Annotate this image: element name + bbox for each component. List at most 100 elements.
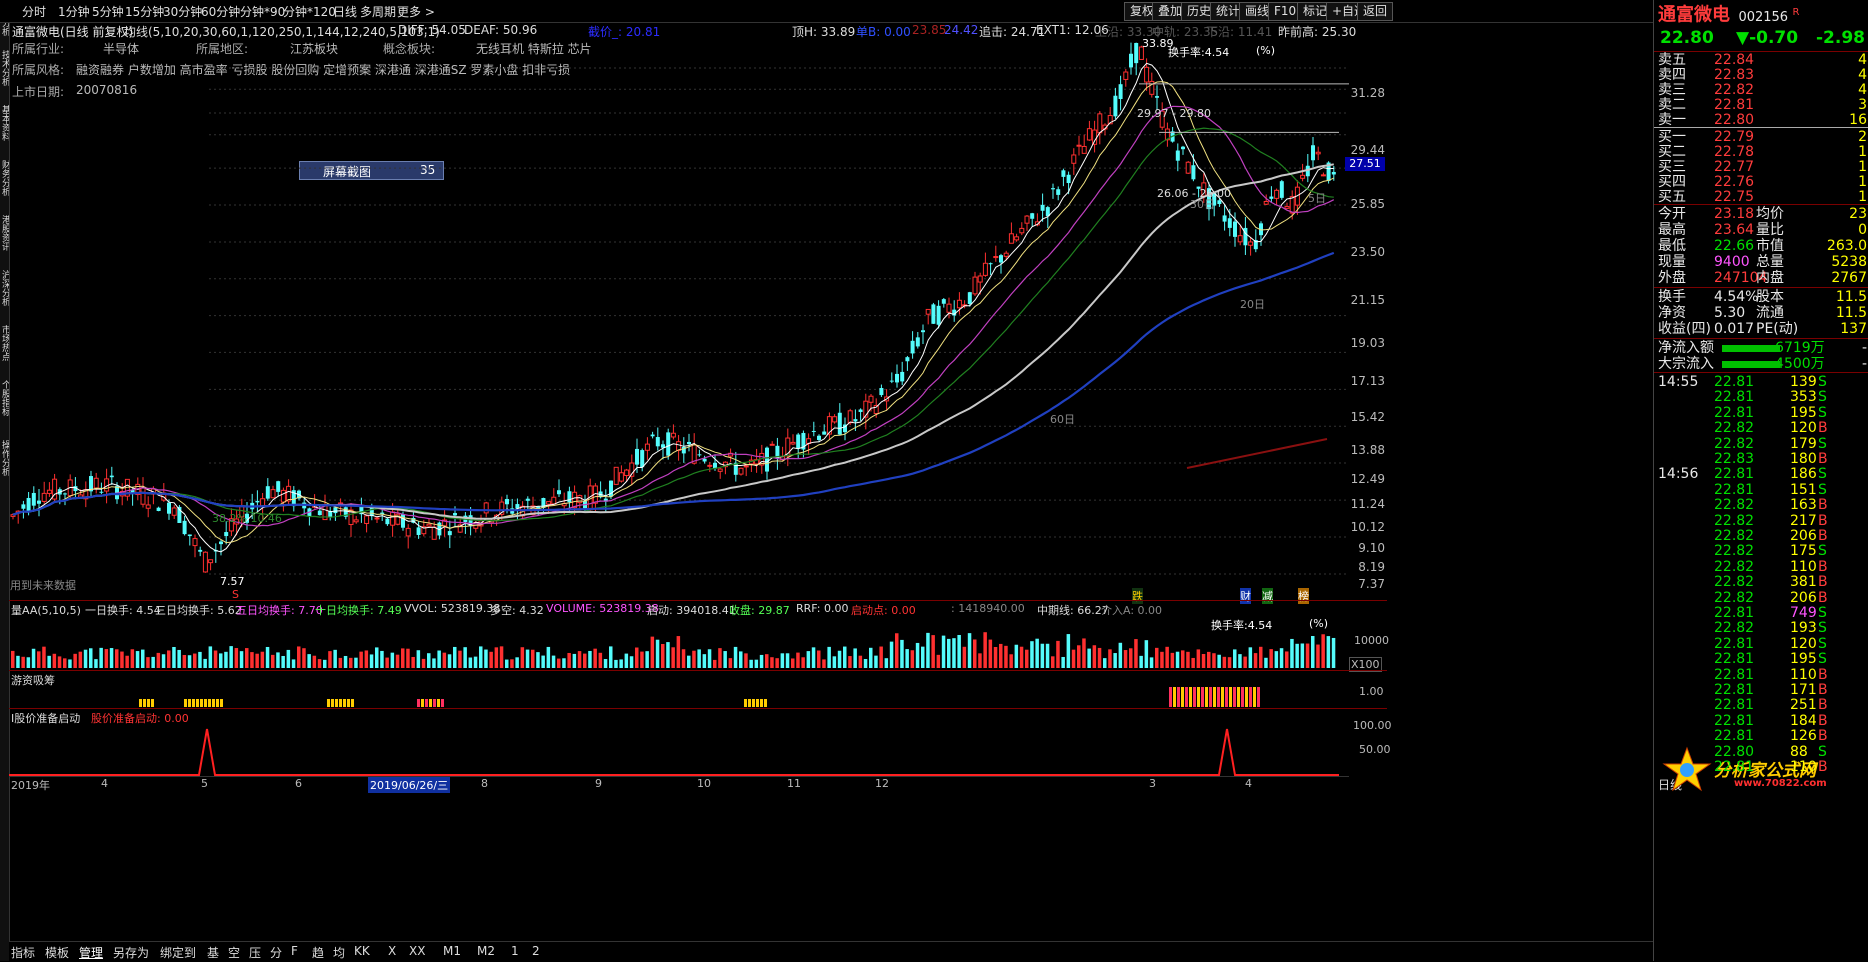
candle-body xyxy=(333,507,338,514)
period-multi[interactable]: 多周期 xyxy=(360,5,397,19)
tick-row: 22.81 195 S xyxy=(1658,405,1868,422)
volume-bar xyxy=(380,650,384,668)
candle-body xyxy=(21,504,26,509)
period-5min[interactable]: 5分钟 xyxy=(92,5,124,19)
overlay-button[interactable]: 叠加 xyxy=(1152,2,1189,21)
bottom-btn-0[interactable]: 指标 xyxy=(11,946,36,960)
volume-bar xyxy=(427,653,431,668)
period-daily[interactable]: 日线 xyxy=(333,5,358,19)
period-60min[interactable]: 60分钟 xyxy=(201,5,241,19)
bottom-btn-9[interactable]: F xyxy=(291,944,298,958)
stat-row: 现量 9400 总量 5238 xyxy=(1658,254,1868,271)
volume-bar xyxy=(1045,643,1050,668)
left-tab-8[interactable]: 操作分析 xyxy=(0,440,9,476)
candle-body xyxy=(847,410,853,424)
y-tick: 31.28 xyxy=(1350,86,1385,100)
volume-bar xyxy=(624,653,629,668)
candle-body xyxy=(895,373,899,383)
tick-volume: 179 xyxy=(1790,435,1817,452)
bottom-btn-2[interactable]: 管理 xyxy=(79,946,104,960)
left-tab-5[interactable]: 沪深分析 xyxy=(0,270,9,306)
left-tab-2[interactable]: 基本资料 xyxy=(0,105,9,141)
bottom-btn-7[interactable]: 压 xyxy=(249,946,262,960)
tick-price: 22.81 xyxy=(1714,389,1755,406)
candle-body xyxy=(1248,241,1254,246)
ready-title[interactable]: I股价准备启动 xyxy=(11,712,81,725)
youzi-title[interactable]: 游资吸筹 xyxy=(11,674,55,687)
volume-bar xyxy=(187,655,192,668)
stat-value: 247104 xyxy=(1714,270,1768,286)
tick-price: 22.83 xyxy=(1714,451,1755,467)
candlestick-chart[interactable] xyxy=(9,22,1389,600)
volume-bar xyxy=(811,647,816,668)
bottom-btn-17[interactable]: 1 xyxy=(511,944,519,958)
style-label: 所属风格: xyxy=(12,63,65,77)
bottom-btn-4[interactable]: 绑定到 xyxy=(160,946,197,960)
ma-label[interactable]: 均线(5,10,20,30,60,1,120,250,1,144,12,240,… xyxy=(124,25,440,39)
volume-bar xyxy=(692,650,696,668)
left-tab-1[interactable]: 技术分析 xyxy=(0,50,9,86)
bottom-btn-11[interactable]: 均 xyxy=(333,946,346,960)
volume-bar xyxy=(1123,650,1128,668)
period-15min[interactable]: 15分钟 xyxy=(125,5,165,19)
youzi-bar xyxy=(335,699,338,707)
vol-qidong: 启动: 394018.41 xyxy=(647,604,736,617)
period-more[interactable]: 更多 > xyxy=(397,5,435,19)
bottom-btn-1[interactable]: 模板 xyxy=(45,946,70,960)
volume-bar xyxy=(718,648,722,668)
bottom-btn-15[interactable]: M1 xyxy=(443,944,461,958)
bottom-btn-5[interactable]: 基 xyxy=(207,946,220,960)
left-tab-4[interactable]: 港股资讯 xyxy=(0,215,9,251)
candle-body xyxy=(817,435,821,440)
period-90min[interactable]: 分钟*90 xyxy=(240,5,286,19)
tick-price: 22.81 xyxy=(1714,404,1755,421)
period-1min[interactable]: 1分钟 xyxy=(58,5,90,19)
bottom-btn-12[interactable]: KK xyxy=(354,944,370,958)
mark-button[interactable]: 标记 xyxy=(1297,2,1334,21)
tick-volume: 175 xyxy=(1790,543,1817,560)
volume-bar xyxy=(167,650,171,668)
period-30min[interactable]: 30分钟 xyxy=(163,5,203,19)
candle-body xyxy=(1066,174,1071,184)
candle-body xyxy=(1081,145,1087,154)
danbi-value: 单B: 0.00 xyxy=(856,25,911,39)
candle-body xyxy=(826,416,832,435)
f10-button[interactable]: F10 xyxy=(1268,2,1303,21)
candle-body xyxy=(1185,161,1191,174)
fuquan-button[interactable]: 复权 xyxy=(1124,2,1161,21)
stat-key: 最高 xyxy=(1658,222,1686,238)
bid-volume: 2 xyxy=(1858,129,1867,145)
candle-body xyxy=(713,462,717,469)
tick-row: 22.82 217 B xyxy=(1658,513,1868,530)
left-tab-6[interactable]: 市场热点 xyxy=(0,325,9,361)
tick-side: B xyxy=(1818,759,1828,775)
bottom-btn-10[interactable]: 趋 xyxy=(312,946,325,960)
vol-title[interactable]: 量AA(5,10,5) xyxy=(11,604,81,617)
candle-body xyxy=(130,489,135,494)
left-tab-7[interactable]: 个股指标 xyxy=(0,380,9,416)
volume-bar xyxy=(1207,651,1211,668)
volume-bar xyxy=(125,655,129,668)
candle-body xyxy=(1118,84,1123,100)
period-120min[interactable]: 分钟*120 xyxy=(283,5,336,19)
back-button[interactable]: 返回 xyxy=(1357,2,1394,21)
volume-bar xyxy=(531,649,535,668)
period-fenshi[interactable]: 分时 xyxy=(22,5,47,19)
bottom-btn-14[interactable]: XX xyxy=(409,944,426,958)
volume-bar xyxy=(193,653,197,668)
volume-bar xyxy=(681,649,686,668)
bottom-btn-13[interactable]: X xyxy=(388,944,397,958)
bottom-btn-16[interactable]: M2 xyxy=(477,944,495,958)
volume-bar xyxy=(156,652,161,668)
bottom-btn-18[interactable]: 2 xyxy=(532,944,540,958)
bottom-btn-6[interactable]: 空 xyxy=(228,946,241,960)
flow-value: -6719万 xyxy=(1770,340,1825,356)
left-tab-3[interactable]: 财务分析 xyxy=(0,160,9,196)
stats-button[interactable]: 统计 xyxy=(1210,2,1247,21)
bottom-btn-8[interactable]: 分 xyxy=(270,946,283,960)
history-button[interactable]: 历史 xyxy=(1181,2,1218,21)
bottom-btn-3[interactable]: 另存为 xyxy=(113,946,150,960)
volume-bar xyxy=(203,658,207,668)
tick-side: S xyxy=(1818,543,1827,560)
industry-value: 半导体 xyxy=(103,42,140,56)
